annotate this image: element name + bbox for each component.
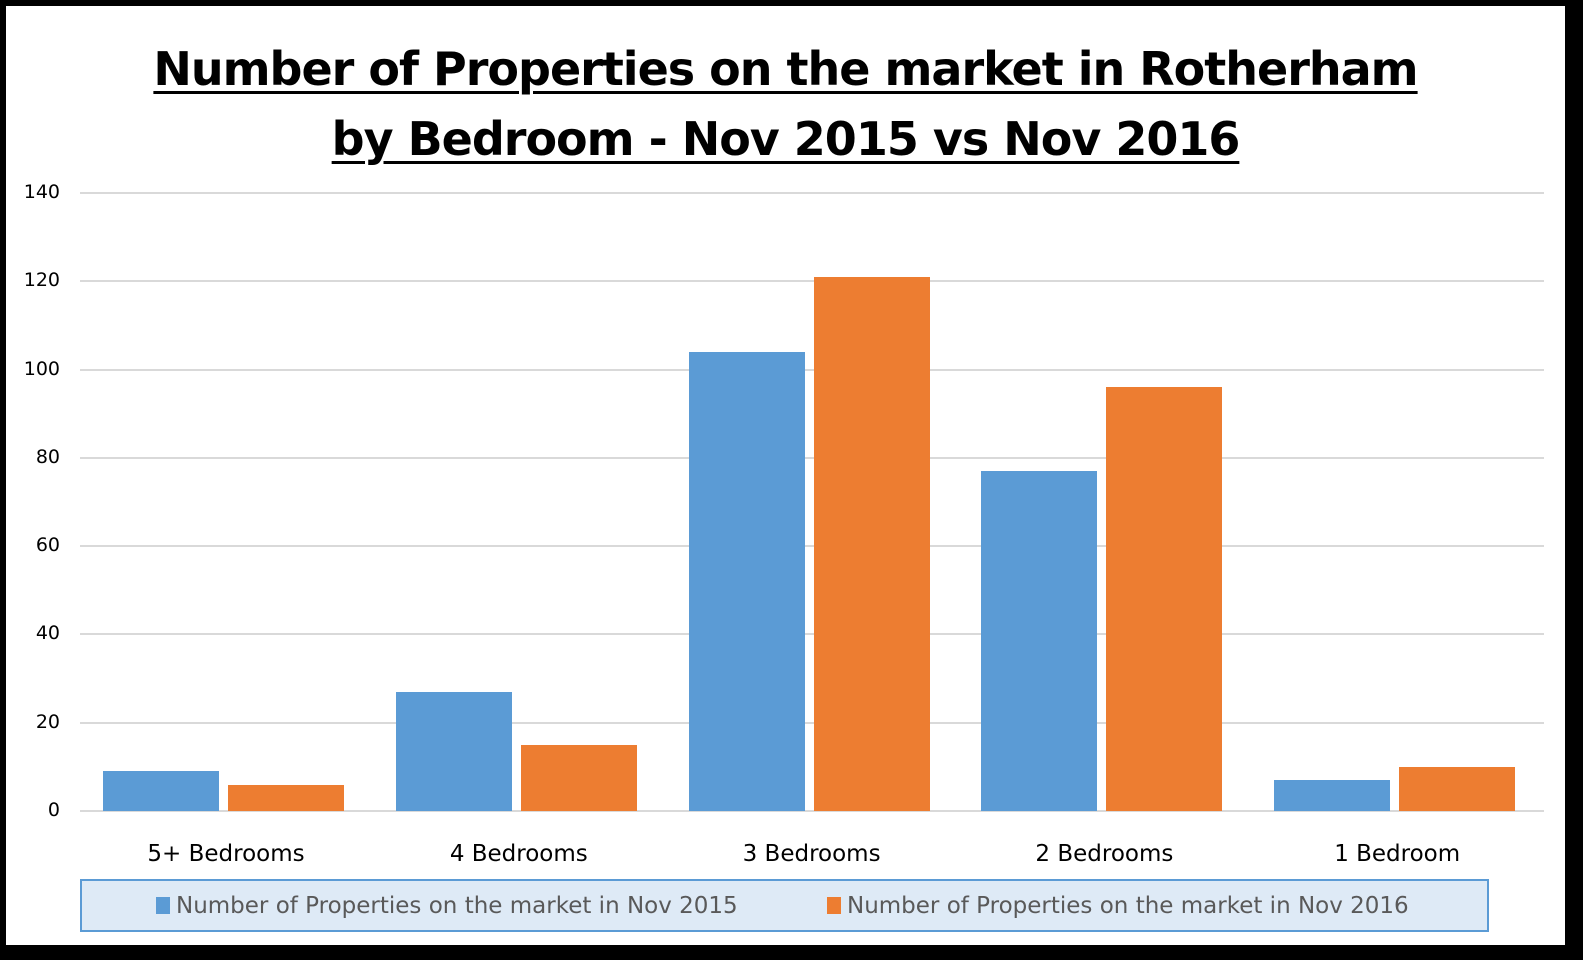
bar-2015[interactable] [103,771,219,811]
legend-swatch-2015 [156,897,170,914]
bar-2016[interactable] [813,276,930,811]
x-category-label: 3 Bedrooms [742,841,881,867]
y-tick-label: 20 [35,710,60,733]
gridline [80,810,1544,812]
chart-title: Number of Properties on the market in Ro… [6,34,1565,174]
legend-label-2016: Number of Properties on the market in No… [847,892,1409,919]
legend-item-2016[interactable]: Number of Properties on the market in No… [827,881,1409,930]
y-tick-label: 140 [23,181,60,203]
chart-frame: Number of Properties on the market in Ro… [6,6,1565,945]
bar-2015[interactable] [395,691,512,811]
x-category-label: 5+ Bedrooms [147,841,305,867]
gridline [80,456,1544,459]
chart-title-line-2: by Bedroom - Nov 2015 vs Nov 2016 [331,112,1241,166]
gridline [80,721,1544,724]
bar-2016[interactable] [1106,387,1223,811]
legend-swatch-2016 [827,897,841,914]
x-category-label: 4 Bedrooms [449,841,588,867]
y-tick-label: 0 [47,799,60,821]
x-category-label: 2 Bedrooms [1035,841,1174,867]
gridline [80,545,1544,548]
legend-label-2015: Number of Properties on the market in No… [176,892,738,919]
bar-2015[interactable] [1274,780,1391,811]
gridline [80,368,1544,371]
bar-2016[interactable] [520,744,637,811]
bar-2015[interactable] [981,471,1098,811]
y-tick-label: 40 [35,622,60,645]
bar-2016[interactable] [1399,766,1516,811]
y-tick-label: 60 [35,534,60,557]
gridline [80,280,1544,283]
y-tick-label: 100 [23,357,60,380]
x-category-label: 1 Bedroom [1334,841,1461,867]
bar-2016[interactable] [228,784,344,811]
legend-item-2015[interactable]: Number of Properties on the market in No… [156,881,738,930]
gridline [80,192,1544,194]
y-tick-label: 120 [23,269,60,292]
bar-2015[interactable] [688,351,805,811]
gridline [80,633,1544,636]
legend: Number of Properties on the market in No… [80,879,1489,932]
y-tick-label: 80 [35,445,60,468]
chart-title-line-1: Number of Properties on the market in Ro… [153,42,1418,96]
